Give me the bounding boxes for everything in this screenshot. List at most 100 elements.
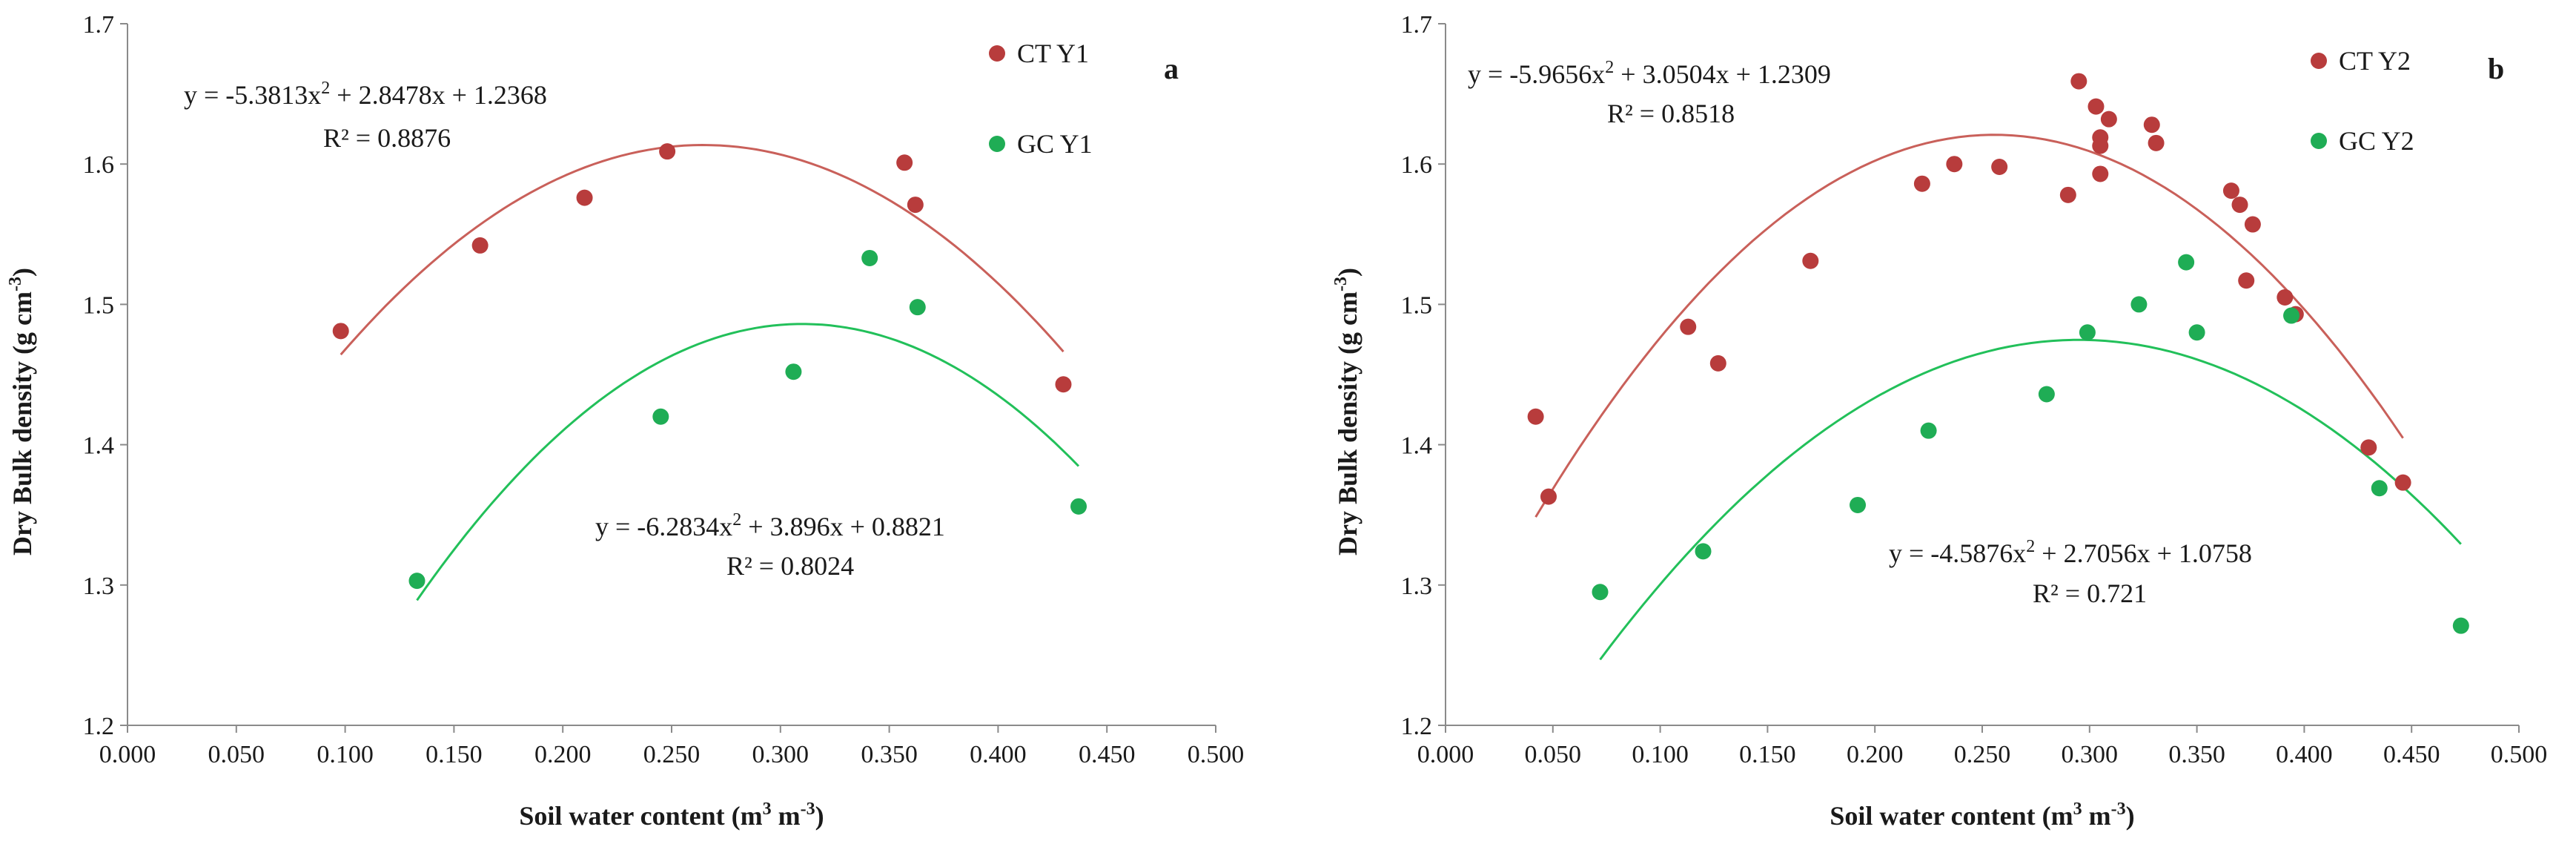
chart-b-fit-line-ct: [1534, 133, 2404, 518]
chart-a-point-gc: [408, 573, 426, 590]
chart-b-equation-ct-r2: R² = 0.8518: [1607, 99, 1735, 128]
chart-a-x-tick-label: 0.400: [970, 741, 1027, 768]
chart-b-point-ct: [1913, 175, 1930, 192]
chart-a-y-tick-label: 1.7: [83, 11, 115, 39]
chart-a-x-tick-label: 0.100: [317, 741, 374, 768]
chart-b-point-gc: [2130, 296, 2148, 313]
chart-a-legend-label-gc: GC Y1: [1017, 129, 1093, 159]
chart-b-point-ct: [2143, 116, 2160, 133]
chart-a-equation-gc-r2: R² = 0.8024: [726, 551, 854, 581]
chart-a-y-ticks: 1.2 1.3 1.4 1.5 1.6 1.7: [83, 11, 128, 740]
chart-b-equation-gc-r2: R² = 0.721: [2033, 578, 2147, 608]
chart-a-point-ct: [659, 143, 676, 160]
chart-a-point-ct: [1055, 376, 1072, 393]
chart-b-xlabel: Soil water content (m3 m-3): [1830, 800, 2134, 831]
chart-a-ylabel-text: Dry Bulk density (g cm-3): [6, 268, 37, 555]
chart-b-x-ticks: 0.000 0.050 0.100 0.150 0.200 0.250 0.300 0.350…: [1417, 725, 2548, 768]
chart-b-x-tick-label: 0.000: [1417, 741, 1474, 768]
chart-a-point-gc: [909, 299, 926, 316]
chart-b-x-tick-label: 0.500: [2491, 741, 2548, 768]
chart-b-point-ct: [1540, 488, 1557, 505]
chart-b-point-gc: [1920, 422, 1937, 439]
chart-b-legend-marker-gc: [2311, 133, 2327, 149]
chart-b-y-tick-label: 1.3: [1401, 573, 1433, 600]
chart-b-point-ct: [2277, 289, 2294, 306]
chart-a-legend: CT Y1 GC Y1: [989, 39, 1093, 159]
chart-a-x-tick-label: 0.000: [99, 741, 156, 768]
chart-b-plot-area: 1.21.31.41.51.61.7 0.000 0.050 0.100 0.150 0…: [1401, 11, 2548, 768]
chart-b-legend-marker-ct: [2311, 53, 2327, 69]
chart-a-ylabel: Dry Bulk density (g cm-3): [6, 268, 37, 555]
chart-b-point-gc: [2283, 307, 2300, 324]
chart-b-legend: CT Y2 GC Y2: [2311, 46, 2414, 156]
chart-b-point-gc: [2452, 617, 2469, 634]
chart-b-y-tick-label: 1.2: [1401, 713, 1433, 740]
chart-b-point-ct: [2070, 73, 2087, 90]
chart-a-x-tick-label: 0.150: [426, 741, 483, 768]
chart-b-x-tick-label: 0.050: [1525, 741, 1582, 768]
chart-b-y-tick-label: 1.7: [1401, 11, 1433, 39]
chart-b-x-tick-label: 0.250: [1954, 741, 2011, 768]
chart-b-x-tick-label: 0.200: [1847, 741, 1904, 768]
chart-b-legend-label-gc: GC Y2: [2339, 126, 2414, 156]
chart-a-x-tick-label: 0.200: [534, 741, 592, 768]
chart-a-equation-ct: y = -5.3813x2 + 2.8478x + 1.2368 R² = 0.…: [184, 79, 547, 153]
chart-a-legend-marker-ct: [989, 45, 1005, 62]
chart-b-point-gc: [1695, 543, 1712, 560]
chart-b-x-tick-label: 0.450: [2383, 741, 2440, 768]
chart-b-point-ct: [2244, 216, 2261, 233]
chart-b-point-gc: [2188, 324, 2205, 341]
chart-panel-a: Dry Bulk density (g cm-3) 1.2 1.3 1.4 1.5 1.…: [6, 11, 1245, 831]
chart-b-equation-ct: y = -5.9656x2 + 3.0504x + 1.2309 R² = 0.…: [1468, 58, 1831, 128]
chart-b-svg: Dry Bulk density (g cm-3) 1.21.31.41.51.…: [1331, 11, 2548, 831]
chart-b-y-tick-label: 1.5: [1401, 291, 1433, 319]
chart-b-point-ct: [2222, 182, 2239, 200]
chart-a-equation-ct-r2: R² = 0.8876: [323, 123, 451, 153]
chart-b-point-ct: [2231, 197, 2248, 214]
chart-a-x-tick-label: 0.050: [208, 741, 265, 768]
chart-b-fit-lines: [1534, 133, 2462, 661]
chart-b-point-ct: [1946, 156, 1963, 173]
chart-a-legend-label-ct: CT Y1: [1017, 39, 1089, 68]
chart-a-x-tick-label: 0.450: [1079, 741, 1136, 768]
chart-b-point-gc: [1592, 584, 1609, 601]
chart-a-points: [332, 143, 1087, 590]
chart-a-y-tick-label: 1.3: [83, 573, 115, 600]
chart-a-point-ct: [896, 154, 913, 171]
chart-a-point-gc: [652, 408, 669, 425]
chart-b-equation-ct-line1: y = -5.9656x2 + 3.0504x + 1.2309: [1468, 58, 1831, 89]
chart-b-point-ct: [2148, 134, 2165, 151]
chart-b-point-ct: [2092, 165, 2109, 182]
chart-b-point-ct: [1802, 252, 1819, 269]
chart-b-point-ct: [2394, 474, 2411, 491]
chart-b-point-gc: [2371, 480, 2388, 497]
chart-a-y-tick-label: 1.5: [83, 291, 115, 319]
chart-b-equation-gc-line1: y = -4.5876x2 + 2.7056x + 1.0758: [1889, 537, 2252, 568]
chart-a-panel-letter: a: [1164, 52, 1179, 85]
chart-a-plot-area: 1.2 1.3 1.4 1.5 1.6 1.7 0.000 0.050 0.100 0.150 0…: [83, 11, 1245, 768]
chart-b-point-gc: [2079, 324, 2096, 341]
chart-b-point-gc: [2038, 386, 2055, 403]
chart-b-y-ticks: 1.2 1.3 1.4 1.5 1.6 1.7: [1401, 11, 1446, 740]
chart-b-point-gc: [2178, 254, 2195, 271]
chart-a-x-ticks: 0.000 0.050 0.100 0.150 0.200 0.250 0.300 0.350…: [99, 725, 1245, 768]
chart-a-y-tick-label: 1.6: [83, 151, 115, 179]
chart-b-point-ct: [2360, 439, 2377, 456]
chart-a-point-gc: [785, 363, 802, 380]
chart-a-xlabel: Soil water content (m3 m-3): [519, 800, 824, 831]
chart-a-y-tick-label: 1.2: [83, 713, 115, 740]
chart-b-y-tick-label: 1.6: [1401, 151, 1433, 179]
chart-b-x-tick-label: 0.100: [1632, 741, 1689, 768]
chart-a-point-ct: [576, 189, 593, 206]
chart-a-fit-line-gc: [416, 323, 1080, 601]
chart-a-x-tick-label: 0.500: [1188, 741, 1245, 768]
chart-a-x-tick-label: 0.250: [643, 741, 701, 768]
chart-b-point-ct: [1991, 158, 2008, 175]
chart-a-fit-lines: [340, 143, 1080, 601]
chart-b-x-tick-label: 0.150: [1739, 741, 1796, 768]
chart-b-point-ct: [2238, 272, 2255, 289]
chart-panel-b: Dry Bulk density (g cm-3) 1.2 1.3 1.4 1.5 1.…: [1288, 0, 2576, 844]
chart-a-y-tick-label: 1.4: [83, 432, 115, 460]
chart-b-x-tick-label: 0.400: [2276, 741, 2333, 768]
chart-a-legend-marker-gc: [989, 136, 1005, 152]
